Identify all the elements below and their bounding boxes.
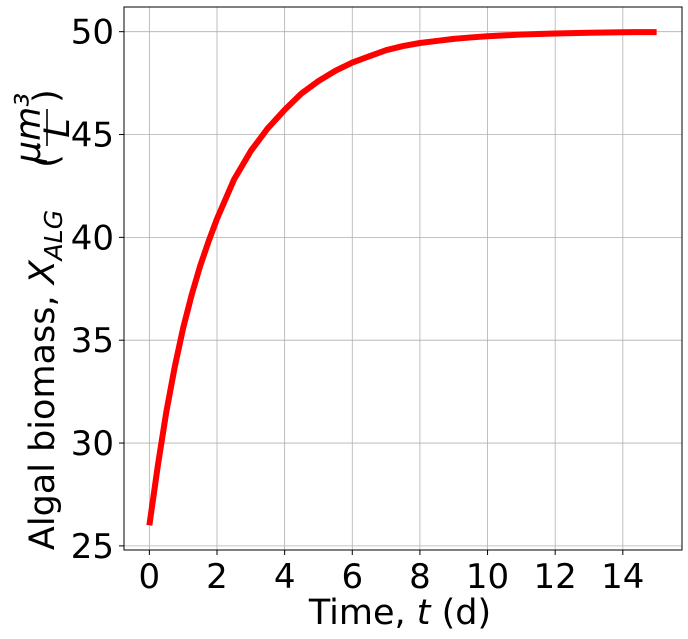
x-axis: 0 2 4 6 8 10 12 14 <box>139 550 644 597</box>
y-tick-label: 45 <box>71 116 114 156</box>
x-tick-label: 14 <box>601 557 644 597</box>
x-tick-label: 10 <box>466 557 509 597</box>
y-axis-label-paren-close: ) <box>27 89 67 103</box>
y-tick-label: 30 <box>71 424 114 464</box>
y-tick-label: 25 <box>71 527 114 567</box>
x-tick-label: 12 <box>534 557 577 597</box>
x-tick-label: 4 <box>274 557 296 597</box>
x-tick-label: 2 <box>206 557 228 597</box>
series-line <box>146 29 657 526</box>
y-axis-label-frac-den: L <box>38 118 78 138</box>
y-tick-label: 50 <box>71 13 114 53</box>
x-axis-label-suffix: (d) <box>430 593 491 633</box>
y-axis-label-var: X <box>23 259 63 286</box>
x-axis-label-var: t <box>417 593 432 633</box>
y-tick-label: 40 <box>71 218 114 258</box>
x-axis-label-prefix: Time, <box>308 593 417 633</box>
plot-frame <box>123 6 683 551</box>
y-tick-label: 35 <box>71 321 114 361</box>
y-axis: 25 30 35 40 45 50 <box>71 13 124 567</box>
svg-text:Algal biomass, XALG: Algal biomass, XALG <box>23 210 68 550</box>
y-axis-label-subscript: ALG <box>39 210 68 262</box>
x-tick-label: 6 <box>341 557 363 597</box>
x-tick-label: 0 <box>139 557 161 597</box>
y-axis-label-paren-open: ( <box>27 154 67 168</box>
x-tick-label: 8 <box>409 557 431 597</box>
y-axis-label: Algal biomass, XALG ( μm³ L ) <box>9 89 78 550</box>
y-axis-label-prefix: Algal biomass, <box>23 284 63 550</box>
grid-lines <box>124 7 682 550</box>
x-axis-label: Time, t (d) <box>308 593 491 633</box>
y-axis-label-frac-num: μm³ <box>9 93 49 164</box>
series-layer <box>146 29 657 526</box>
